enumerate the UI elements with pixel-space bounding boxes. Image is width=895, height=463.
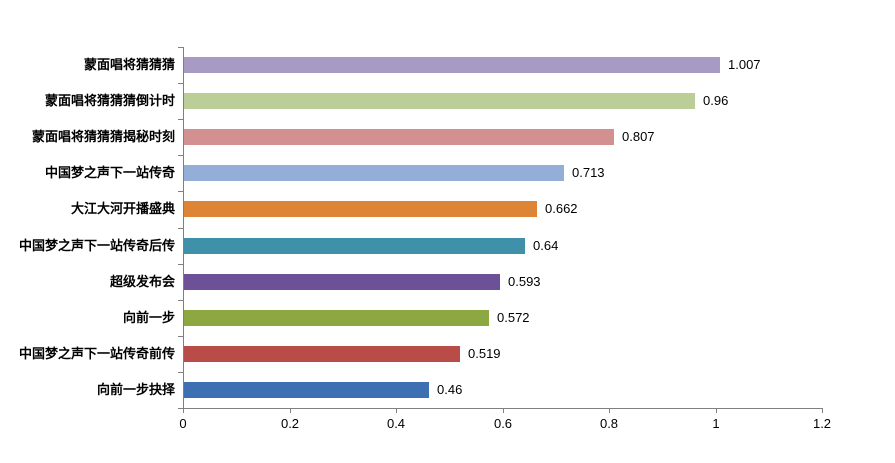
y-axis-tick	[178, 264, 183, 265]
y-axis-tick	[178, 408, 183, 409]
bar	[184, 346, 460, 362]
bar	[184, 129, 614, 145]
category-label: 向前一步抉择	[96, 382, 175, 397]
y-axis-tick	[178, 83, 183, 84]
bar	[184, 93, 695, 109]
bar	[184, 57, 720, 73]
category-label: 大江大河开播盛典	[70, 201, 175, 216]
x-tick-label: 0.8	[599, 416, 619, 431]
bar	[184, 274, 500, 290]
bar	[184, 165, 564, 181]
category-label: 蒙面唱将猜猜猜倒计时	[44, 93, 175, 108]
value-label: 0.64	[533, 238, 559, 253]
category-label: 超级发布会	[109, 274, 175, 289]
y-axis-tick	[178, 228, 183, 229]
y-axis-tick	[178, 336, 183, 337]
y-axis-tick	[178, 300, 183, 301]
y-axis-tick	[178, 47, 183, 48]
bar	[184, 201, 537, 217]
x-tick-label: 0.2	[280, 416, 300, 431]
value-label: 0.807	[622, 129, 655, 144]
x-axis-tick	[396, 408, 397, 413]
y-axis-tick	[178, 191, 183, 192]
y-axis-line	[183, 47, 184, 413]
value-label: 0.593	[508, 274, 541, 289]
x-tick-label: 0.6	[493, 416, 513, 431]
category-label: 向前一步	[122, 310, 175, 325]
x-tick-label: 0	[179, 416, 187, 431]
category-label: 中国梦之声下一站传奇前传	[18, 346, 175, 361]
x-axis-tick	[716, 408, 717, 413]
category-label: 中国梦之声下一站传奇后传	[18, 238, 175, 253]
value-label: 0.572	[497, 310, 530, 325]
y-axis-tick	[178, 119, 183, 120]
x-tick-label: 1.2	[812, 416, 832, 431]
bar	[184, 310, 489, 326]
value-label: 1.007	[728, 57, 761, 72]
value-label: 0.662	[545, 201, 578, 216]
category-label: 蒙面唱将猜猜猜	[83, 57, 175, 72]
x-axis-tick	[822, 408, 823, 413]
x-axis-tick	[503, 408, 504, 413]
x-tick-label: 0.4	[386, 416, 406, 431]
x-axis-line	[183, 408, 822, 409]
x-axis-tick	[290, 408, 291, 413]
value-label: 0.96	[703, 93, 729, 108]
category-label: 中国梦之声下一站传奇	[44, 165, 175, 180]
y-axis-tick	[178, 155, 183, 156]
bar	[184, 382, 429, 398]
category-label: 蒙面唱将猜猜猜揭秘时刻	[31, 129, 175, 144]
value-label: 0.713	[572, 165, 605, 180]
bar	[184, 238, 525, 254]
y-axis-tick	[178, 372, 183, 373]
x-axis-tick	[609, 408, 610, 413]
value-label: 0.519	[468, 346, 501, 361]
x-axis-tick	[183, 408, 184, 413]
x-tick-label: 1	[712, 416, 720, 431]
value-label: 0.46	[437, 382, 463, 397]
